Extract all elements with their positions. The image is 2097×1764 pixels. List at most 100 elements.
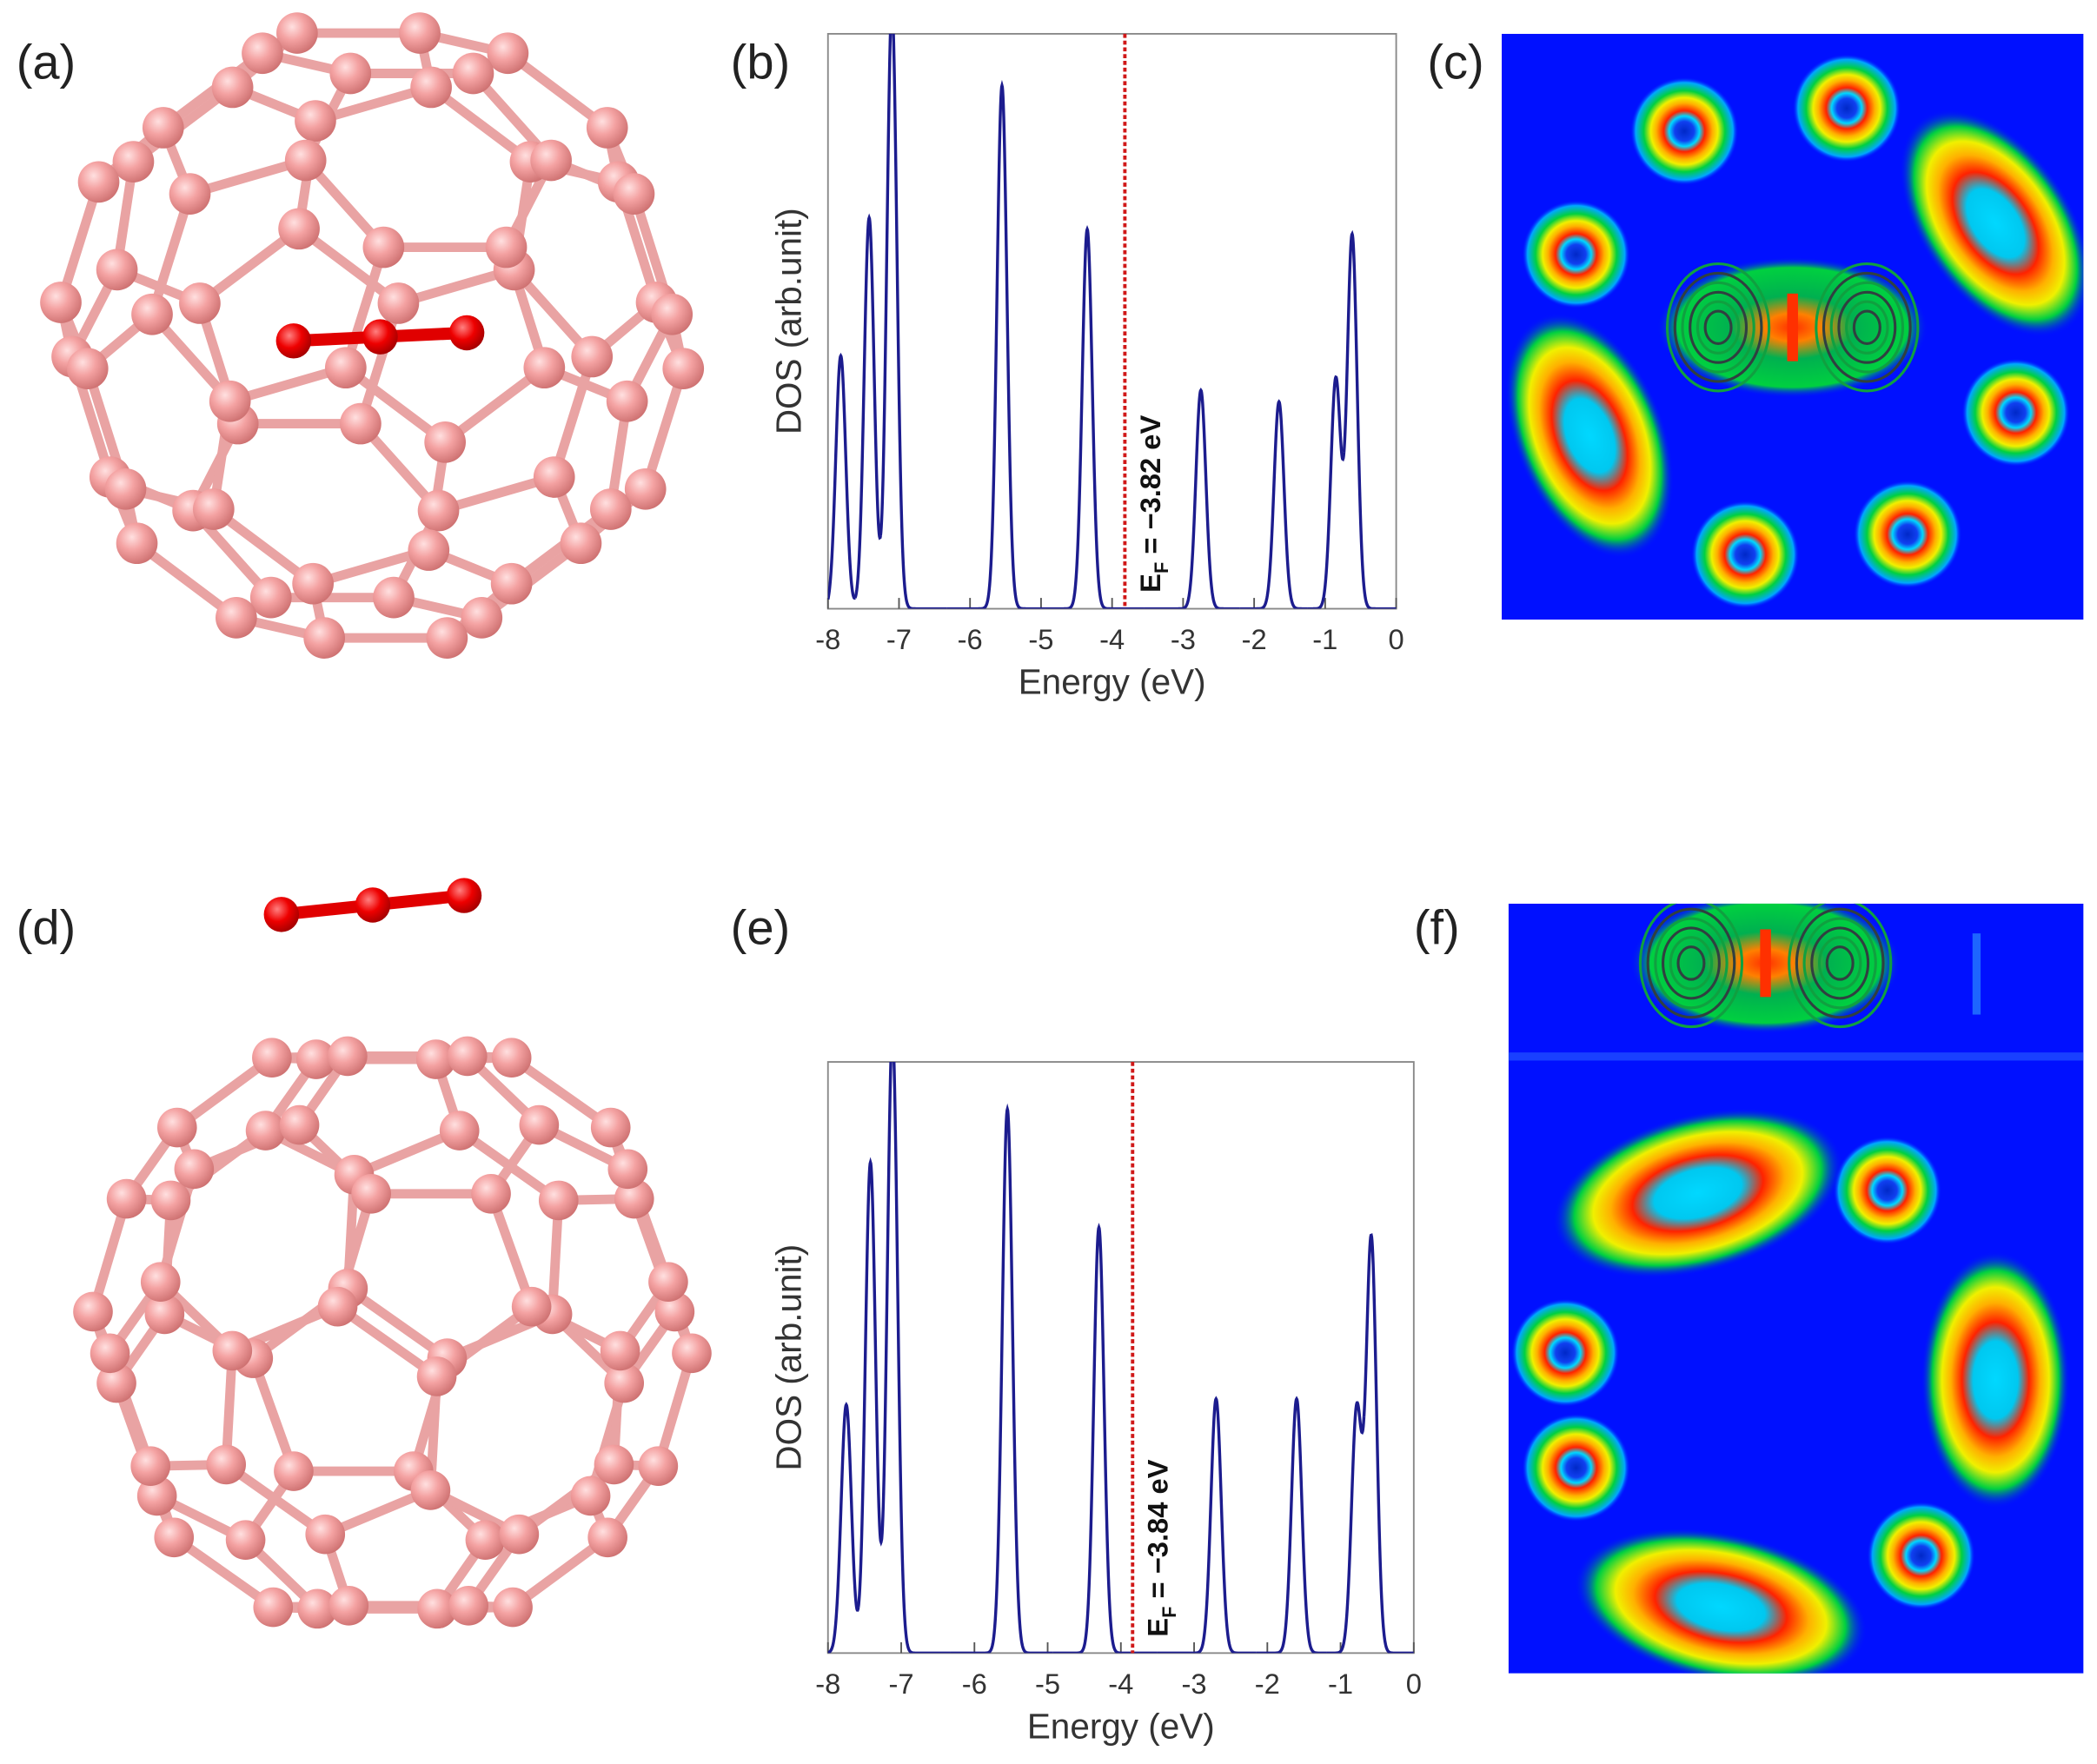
contour-ring (1669, 936, 1714, 991)
dos-peak (879, 33, 947, 609)
bond (341, 242, 388, 373)
atom (590, 1107, 631, 1148)
density-blob (1900, 109, 2084, 337)
contour-ring (1676, 945, 1706, 981)
atom (305, 1514, 346, 1555)
x-tick-label: -1 (1312, 623, 1337, 655)
atom (144, 1294, 185, 1335)
atom (560, 522, 602, 565)
density-blob (1961, 358, 2070, 468)
atom (523, 347, 566, 389)
panel-label: (c) (1427, 34, 1483, 89)
fermi-label-symbol: E (1142, 1618, 1174, 1637)
atom (179, 282, 221, 324)
x-axis-label: Energy (eV) (1027, 1706, 1215, 1746)
atom (638, 1446, 679, 1487)
atom (249, 576, 292, 619)
atom (136, 1476, 177, 1516)
atom (317, 1286, 358, 1327)
bond-core (1787, 293, 1798, 361)
atom (530, 139, 572, 182)
atom (275, 323, 312, 359)
atom (73, 1291, 113, 1332)
atom (471, 1173, 511, 1214)
dos-peak (1326, 1401, 1366, 1654)
atom (417, 1588, 457, 1629)
bond (640, 363, 688, 494)
x-tick-label: 0 (1406, 1668, 1422, 1700)
bond (248, 1353, 299, 1476)
atom (604, 1363, 645, 1403)
y-axis-label: DOS (arb.unit) (769, 1244, 809, 1471)
atom (600, 1330, 640, 1371)
atom (297, 1588, 337, 1629)
atom (448, 1585, 488, 1626)
contour-ring (1662, 926, 1721, 1000)
bond (333, 1302, 442, 1382)
atom (511, 1286, 552, 1327)
panel-label: (d) (17, 900, 76, 955)
x-tick-label: -6 (962, 1668, 987, 1700)
atom (589, 488, 632, 530)
atom (116, 522, 158, 565)
density-blob (1552, 1108, 1843, 1278)
density-blob (1505, 313, 1675, 559)
atom (487, 32, 529, 75)
dos-peak (879, 1062, 951, 1654)
bond (169, 1532, 278, 1613)
atom (130, 1446, 171, 1487)
atom (613, 173, 655, 215)
atom (624, 468, 667, 510)
atom (192, 488, 235, 530)
density-blob (1510, 1298, 1620, 1408)
atom (284, 139, 327, 182)
atom (490, 562, 533, 605)
atom (90, 1333, 130, 1374)
atom (465, 1520, 506, 1561)
fermi-label: EF = −3.82 eV (1134, 415, 1172, 593)
atom (212, 1330, 253, 1371)
atom (538, 1180, 579, 1221)
bond-core (1760, 929, 1771, 998)
atom (415, 1039, 456, 1079)
dos-peak (950, 1103, 1053, 1654)
x-tick-label: -2 (1255, 1668, 1280, 1700)
atom (328, 1585, 369, 1626)
contour-ring (1689, 290, 1749, 364)
x-axis-label: Energy (eV) (1019, 662, 1206, 702)
atom (295, 1039, 336, 1079)
contour-ring (1646, 907, 1736, 1019)
atom (355, 887, 391, 923)
atom (104, 468, 147, 510)
contour-ring (1673, 271, 1763, 383)
dos-peak (853, 213, 882, 599)
dos-peak (1342, 229, 1397, 609)
density-blob (1792, 54, 1901, 162)
atom (206, 1444, 247, 1485)
dos-peak (827, 1402, 860, 1654)
fullerene-d (73, 878, 712, 1629)
atom (324, 347, 367, 389)
density-blob (1522, 200, 1630, 308)
atom (278, 208, 320, 250)
contour-map-c (1502, 33, 2084, 620)
atom (587, 1517, 627, 1558)
density-blob (1853, 480, 1962, 589)
dos-peak (946, 79, 1045, 609)
x-tick-label: -5 (1028, 623, 1053, 655)
contour-ring (1815, 262, 1920, 393)
atom (485, 226, 528, 269)
atom (416, 1356, 457, 1396)
dos-peak (1362, 1233, 1414, 1654)
x-tick-label: -6 (958, 623, 983, 655)
atom (439, 1111, 480, 1151)
fullerene-a (40, 12, 705, 659)
dos-peak (857, 1157, 883, 1608)
atom (586, 107, 628, 149)
plot-frame (826, 1061, 1415, 1655)
atom (408, 529, 450, 571)
atom (242, 32, 283, 75)
atom (648, 1262, 688, 1303)
atom (263, 897, 300, 932)
